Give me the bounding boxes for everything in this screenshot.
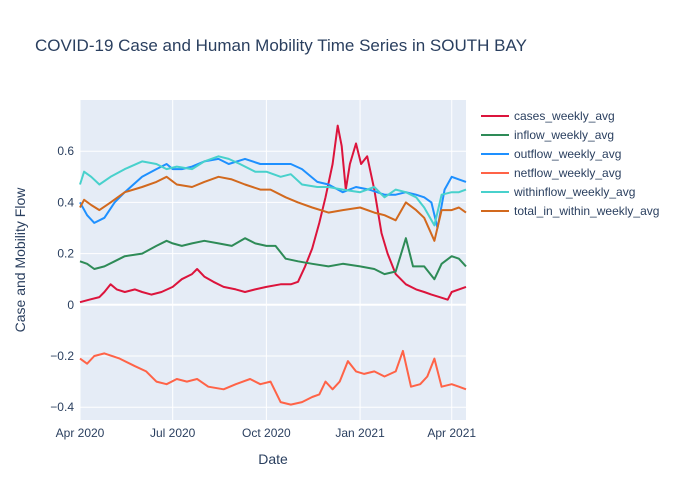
series-line-netflow-weekly-avg (79, 349, 467, 406)
legend-item[interactable]: cases_weekly_avg (481, 109, 615, 123)
legend-label: cases_weekly_avg (514, 109, 615, 123)
legend-label: withinflow_weekly_avg (513, 185, 635, 199)
series-line-outflow-weekly-avg (79, 157, 467, 229)
legend-item[interactable]: withinflow_weekly_avg (481, 185, 635, 199)
legend-label: outflow_weekly_avg (514, 147, 621, 161)
x-tick-label: Oct 2020 (242, 426, 291, 440)
legend-item[interactable]: inflow_weekly_avg (481, 128, 614, 142)
series-line-withinflow-weekly-avg (79, 155, 467, 227)
series-line-total-in-within-weekly-avg (79, 175, 467, 242)
legend-label: total_in_within_weekly_avg (514, 204, 659, 218)
chart-title: COVID-19 Case and Human Mobility Time Se… (35, 36, 527, 55)
series-line-cases-weekly-avg (79, 124, 467, 304)
y-tick-label: 0 (67, 298, 74, 312)
y-tick-label: −0.2 (50, 349, 74, 363)
legend: cases_weekly_avg inflow_weekly_avgoutflow… (481, 109, 659, 218)
y-tick-label: 0.2 (57, 247, 74, 261)
y-axis-title: Case and Mobility Flow (12, 187, 28, 333)
y-tick-label: 0.6 (57, 144, 74, 158)
x-tick-label: Jan 2021 (335, 426, 385, 440)
plot-area (79, 100, 467, 420)
legend-label: inflow_weekly_avg (514, 128, 614, 142)
x-axis-title: Date (258, 451, 288, 467)
x-axis: Apr 2020 Jul 2020 Oct 2020 Jan 2021 Apr 2021 (56, 426, 477, 440)
y-axis: −0.4 −0.2 0 0.2 0.4 0.6 (50, 144, 74, 414)
legend-item[interactable]: outflow_weekly_avg (481, 147, 621, 161)
x-tick-label: Apr 2020 (56, 426, 105, 440)
legend-item[interactable]: netflow_weekly_avg (481, 166, 621, 180)
legend-label: netflow_weekly_avg (514, 166, 621, 180)
x-tick-label: Apr 2021 (427, 426, 476, 440)
legend-item[interactable]: total_in_within_weekly_avg (481, 204, 659, 218)
y-tick-label: 0.4 (57, 195, 74, 209)
series-line-inflow-weekly-avg (79, 237, 467, 281)
plot-background (80, 100, 466, 420)
y-tick-label: −0.4 (50, 400, 74, 414)
x-tick-label: Jul 2020 (150, 426, 196, 440)
